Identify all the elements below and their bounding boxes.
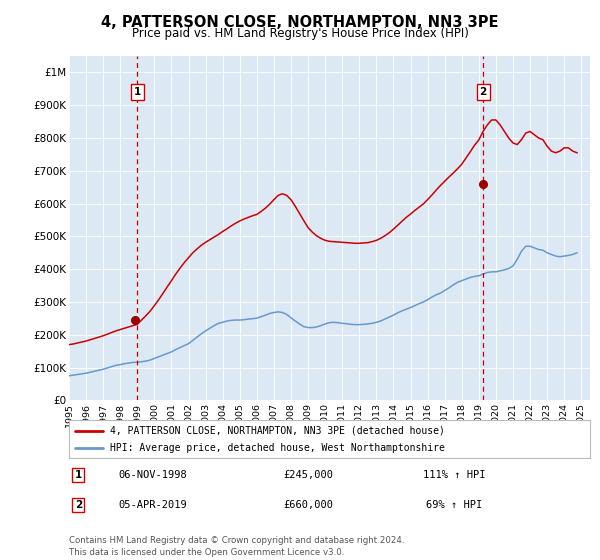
Text: 111% ↑ HPI: 111% ↑ HPI	[423, 470, 485, 480]
Text: £660,000: £660,000	[284, 500, 334, 510]
Text: 2: 2	[75, 500, 82, 510]
Text: £245,000: £245,000	[284, 470, 334, 480]
Text: 1: 1	[75, 470, 82, 480]
Text: 4, PATTERSON CLOSE, NORTHAMPTON, NN3 3PE (detached house): 4, PATTERSON CLOSE, NORTHAMPTON, NN3 3PE…	[110, 426, 445, 436]
Text: 05-APR-2019: 05-APR-2019	[118, 500, 187, 510]
Text: Price paid vs. HM Land Registry's House Price Index (HPI): Price paid vs. HM Land Registry's House …	[131, 27, 469, 40]
Text: 2: 2	[479, 87, 487, 97]
Text: 06-NOV-1998: 06-NOV-1998	[118, 470, 187, 480]
Text: 1: 1	[134, 87, 141, 97]
Text: HPI: Average price, detached house, West Northamptonshire: HPI: Average price, detached house, West…	[110, 443, 445, 453]
Text: 4, PATTERSON CLOSE, NORTHAMPTON, NN3 3PE: 4, PATTERSON CLOSE, NORTHAMPTON, NN3 3PE	[101, 15, 499, 30]
Text: Contains HM Land Registry data © Crown copyright and database right 2024.
This d: Contains HM Land Registry data © Crown c…	[69, 536, 404, 557]
Text: 69% ↑ HPI: 69% ↑ HPI	[426, 500, 482, 510]
